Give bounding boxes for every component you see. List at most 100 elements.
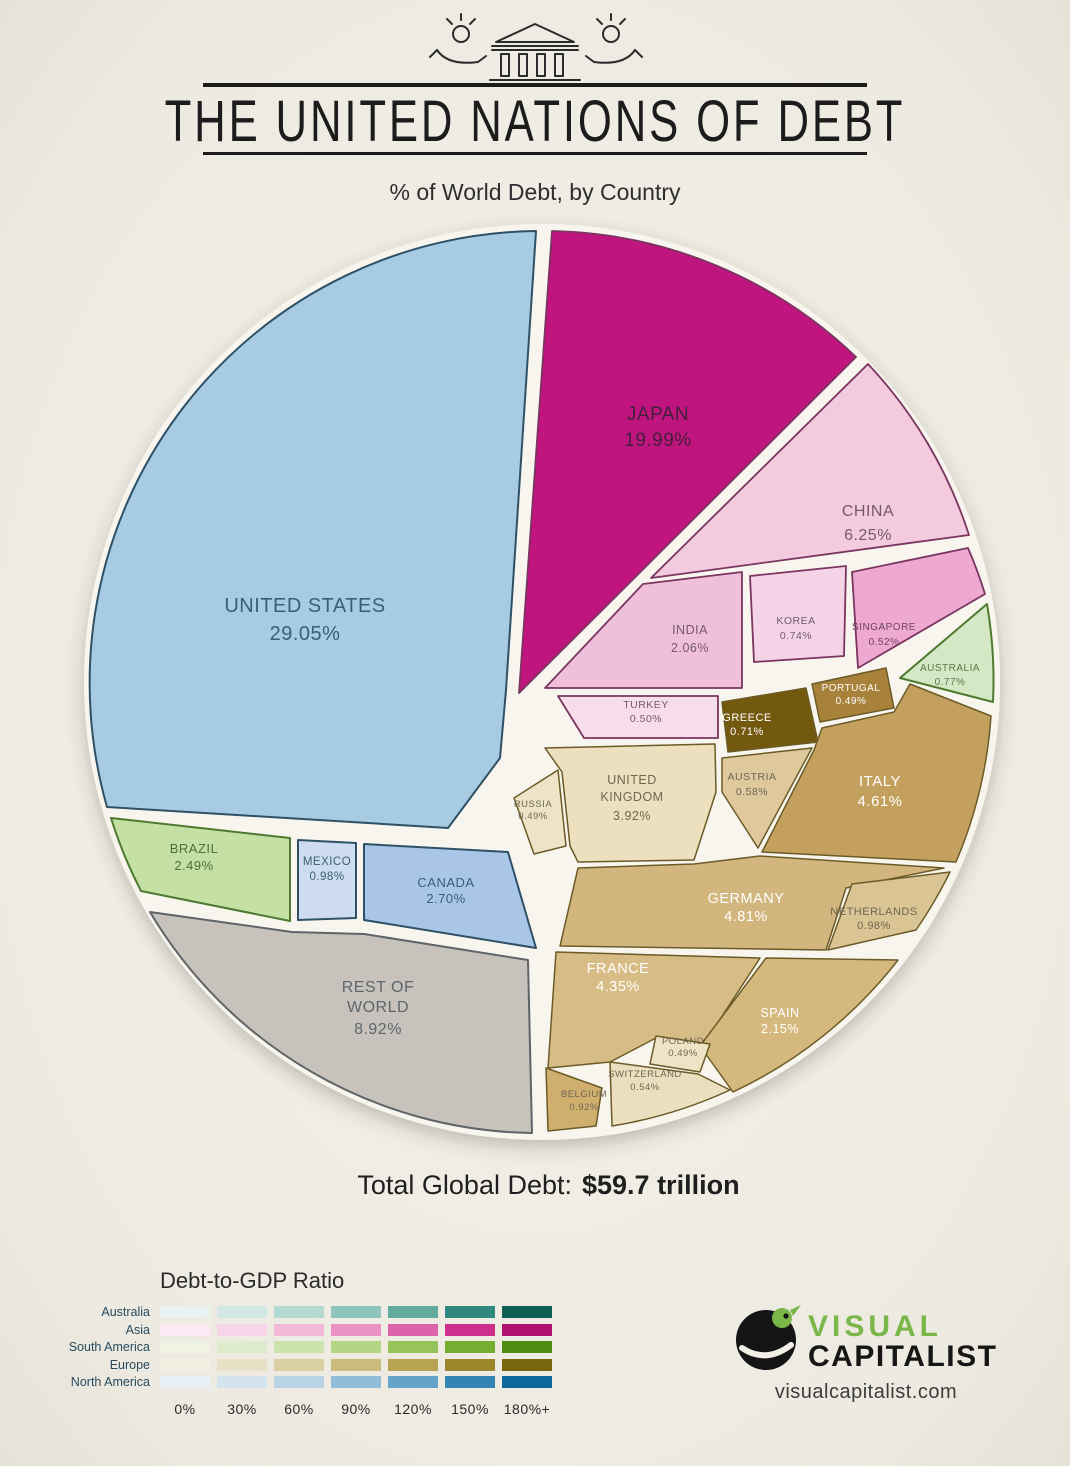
legend-scale-0: 0% [174,1401,195,1417]
slice-russia [513,769,567,855]
slice-belgium [545,1067,603,1132]
slice-australia [899,603,995,703]
slice-netherlands-label: NETHERLANDS [830,906,917,918]
slice-rest-of-world-label-1: REST OF [342,979,415,996]
slice-netherlands [827,871,951,951]
legend-swatch [217,1341,267,1353]
slice-china-label: CHINA [842,503,894,520]
legend-scale-150: 150% [451,1401,489,1417]
slice-canada-label: CANADA [417,875,474,890]
legend-swatch [160,1306,210,1318]
legend-swatch [445,1324,495,1336]
slice-australia-pct: 0.77% [935,677,966,688]
slice-austria-pct: 0.58% [736,786,768,798]
slice-italy-pct: 4.61% [857,793,902,810]
slice-switzerland-label: SWITZERLAND [608,1069,682,1080]
legend-swatch [331,1359,381,1371]
legend-swatch [388,1306,438,1318]
slice-brazil-pct: 2.49% [174,858,213,873]
slice-mexico-label: MEXICO [303,856,351,868]
legend-swatch [160,1341,210,1353]
bank-icon [484,23,586,86]
slice-netherlands-pct: 0.98% [857,920,891,932]
legend-swatch [445,1306,495,1318]
slice-spain-label: SPAIN [760,1006,799,1020]
slice-belgium-label: BELGIUM [561,1089,607,1100]
slice-china [650,363,970,579]
slice-mexico-pct: 0.98% [309,871,344,883]
slice-china-pct: 6.25% [844,527,892,544]
legend-swatch [388,1324,438,1336]
legend-swatch [388,1341,438,1353]
legend-swatch [160,1376,210,1388]
slice-poland [649,1035,711,1073]
slice-portugal [811,667,895,723]
title-rule-bottom [203,152,867,155]
slice-greece-pct: 0.71% [730,726,764,738]
legend-scale-30: 30% [227,1401,257,1417]
slice-india-label: INDIA [672,623,708,637]
slice-switzerland [609,1061,731,1127]
slice-austria-label: AUSTRIA [727,771,776,783]
legend-region-europe: Europe [110,1358,150,1372]
slice-rest-of-world [149,911,533,1134]
slice-france-label: FRANCE [587,961,650,977]
legend-swatch [217,1324,267,1336]
slice-united-states-pct: 29.05% [270,623,341,645]
slice-india [544,571,743,689]
slice-canada [363,843,537,949]
slice-portugal-label: PORTUGAL [822,683,881,694]
slice-united-states [88,230,537,829]
brand-capitalist: CAPITALIST [808,1340,997,1373]
slice-austria [721,747,813,849]
slice-rest-of-world-label-2: WORLD [347,999,409,1016]
legend-scale-120: 120% [394,1401,432,1417]
legend-swatch [160,1324,210,1336]
legend-swatch [217,1306,267,1318]
slice-germany-pct: 4.81% [724,909,768,925]
slice-australia-label: AUSTRALIA [920,663,980,674]
legend-scale-180: 180%+ [504,1401,550,1417]
legend-region-north-america: North America [71,1375,150,1389]
legend-swatch [445,1341,495,1353]
slice-spain-pct: 2.15% [761,1022,799,1036]
slice-korea [749,565,847,663]
slice-turkey-label: TURKEY [623,699,669,711]
slice-united-kingdom [544,743,717,863]
slice-brazil-label: BRAZIL [170,841,219,856]
legend-title: Debt-to-GDP Ratio [160,1268,344,1293]
legend-swatch [217,1359,267,1371]
legend-region-south-america: South America [69,1340,150,1354]
legend-swatch [502,1306,552,1318]
slice-russia-pct: 0.49% [518,811,547,822]
slice-russia-label: RUSSIA [514,799,553,810]
slice-rest-of-world-pct: 8.92% [354,1021,402,1038]
legend-swatch [445,1376,495,1388]
legend-swatch [331,1324,381,1336]
slice-belgium-pct: 0.92% [569,1102,598,1113]
slice-singapore-pct: 0.52% [869,637,900,648]
slice-canada-pct: 2.70% [426,891,465,906]
slice-united-kingdom-label-2: KINGDOM [600,790,663,804]
legend-swatch [502,1341,552,1353]
slice-brazil [110,817,291,922]
slice-japan-pct: 19.99% [624,430,691,451]
legend-swatch [217,1376,267,1388]
slice-korea-pct: 0.74% [780,630,812,642]
total-label: Total Global Debt: [357,1170,572,1200]
page-subtitle: % of World Debt, by Country [389,179,681,205]
page-title: THE UNITED NATIONS OF DEBT [165,88,906,154]
legend-region-asia: Asia [126,1323,150,1337]
legend-swatch [502,1376,552,1388]
legend-scale-90: 90% [341,1401,371,1417]
legend-swatch [388,1359,438,1371]
legend-swatch [274,1306,324,1318]
slice-turkey-pct: 0.50% [630,713,662,725]
visual-capitalist-logo [736,1305,801,1370]
slice-spain [699,957,899,1093]
legend-region-australia: Australia [101,1305,150,1319]
slice-united-states-label: UNITED STATES [224,595,385,617]
slice-switzerland-pct: 0.54% [630,1082,659,1093]
slice-japan [518,230,857,694]
